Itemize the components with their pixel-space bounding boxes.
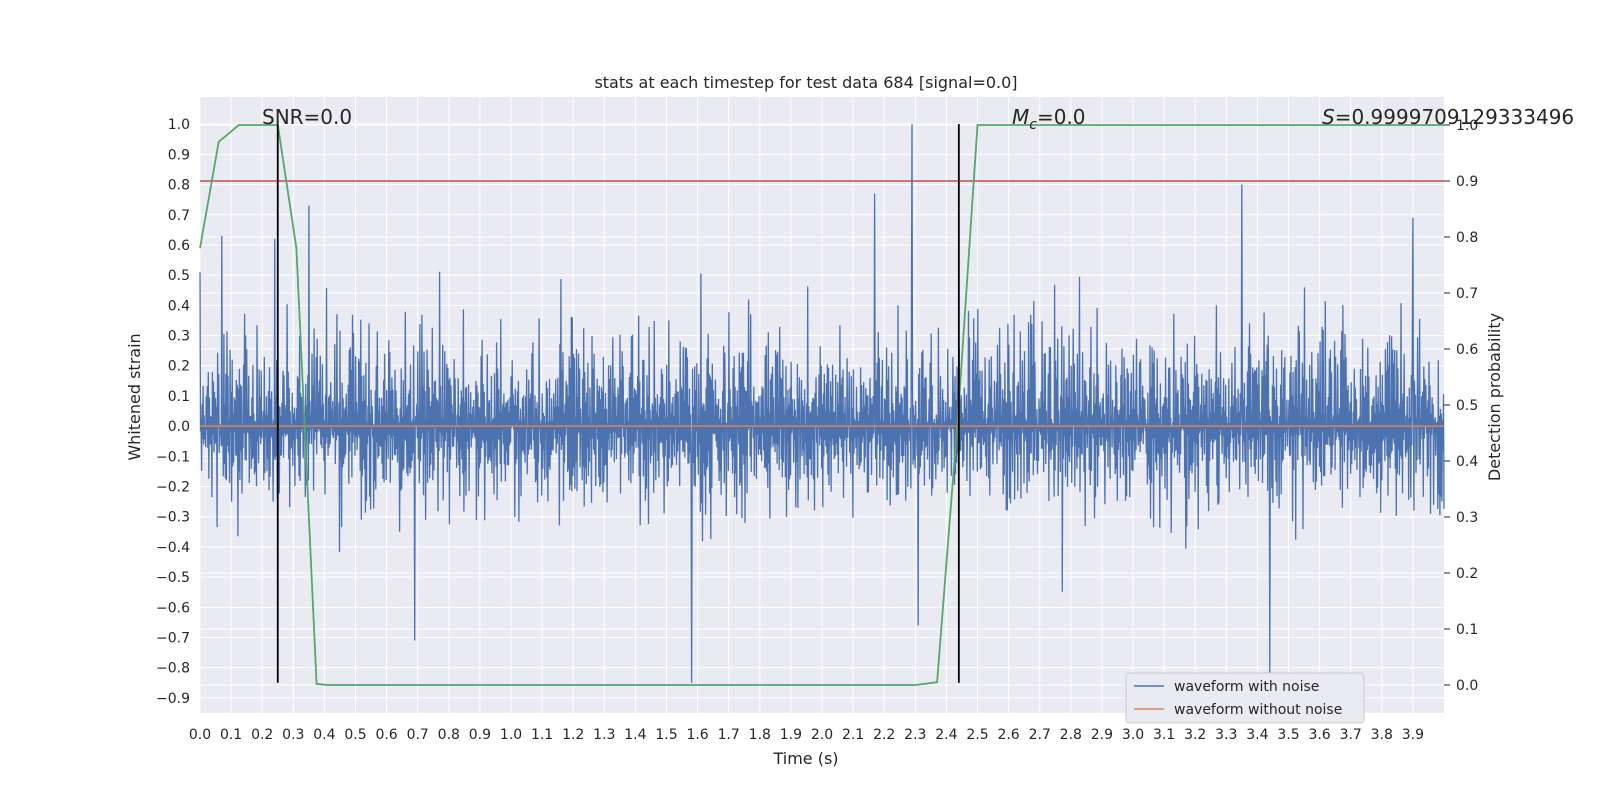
x-tick-label: 1.7 <box>718 727 740 743</box>
y2-axis-ticks: 1.0 0.9 0.8 0.7 0.6 0.5 0.4 0.3 0.2 0.1 0.0 <box>1444 118 1478 694</box>
y-tick-label: −0.7 <box>156 631 190 647</box>
y-axis-label: Whitened strain <box>125 333 144 460</box>
y-tick-label: 0.7 <box>168 208 190 224</box>
x-tick-label: 3.1 <box>1153 727 1175 743</box>
x-tick-label: 2.4 <box>935 727 957 743</box>
y-tick-label: 0.4 <box>168 298 190 314</box>
y2-tick-label: 0.8 <box>1456 230 1478 246</box>
x-tick-label: 1.8 <box>749 727 771 743</box>
y-tick-label: −0.8 <box>156 661 190 677</box>
y-tick-label: 0.8 <box>168 178 190 194</box>
y2-tick-label: 0.1 <box>1456 622 1478 638</box>
y-tick-label: 1.0 <box>168 117 190 133</box>
y-tick-label: −0.3 <box>156 510 190 526</box>
waveform-with-noise-line <box>199 124 1445 683</box>
y2-tick-label: 0.9 <box>1456 174 1478 190</box>
x-tick-label: 1.3 <box>593 727 615 743</box>
x-tick-label: 3.5 <box>1277 727 1299 743</box>
x-tick-label: 3.3 <box>1215 727 1237 743</box>
s-statistic-annotation: S=0.9999709129333496 <box>1322 105 1574 129</box>
x-tick-label: 2.1 <box>842 727 864 743</box>
x-tick-label: 1.2 <box>562 727 584 743</box>
snr-annotation: SNR=0.0 <box>262 105 352 129</box>
y2-tick-label: 0.2 <box>1456 566 1478 582</box>
x-tick-label: 0.5 <box>344 727 366 743</box>
y-tick-label: 0.3 <box>168 329 190 345</box>
x-tick-label: 2.8 <box>1060 727 1082 743</box>
x-tick-label: 0.4 <box>313 727 335 743</box>
y2-tick-label: 0.5 <box>1456 398 1478 414</box>
x-tick-label: 3.6 <box>1308 727 1330 743</box>
y2-tick-label: 0.3 <box>1456 510 1478 526</box>
y-tick-label: 0.1 <box>168 389 190 405</box>
y2-tick-label: 0.0 <box>1456 678 1478 694</box>
y-axis-ticks: 1.0 0.9 0.8 0.7 0.6 0.5 0.4 0.3 0.2 0.1 0.0 −0.1 −0.… <box>156 117 190 707</box>
x-tick-label: 0.6 <box>375 727 397 743</box>
x-tick-label: 0.3 <box>282 727 304 743</box>
x-tick-label: 1.5 <box>655 727 677 743</box>
chart-title: stats at each timestep for test data 684… <box>594 73 1017 92</box>
y2-tick-label: 1.0 <box>1456 118 1478 134</box>
x-tick-label: 2.2 <box>873 727 895 743</box>
overlay-lines <box>199 124 1444 686</box>
legend-label-noise: waveform with noise <box>1174 679 1319 695</box>
y-tick-label: 0.6 <box>168 238 190 254</box>
x-tick-label: 0.8 <box>438 727 460 743</box>
legend-label-clean: waveform without noise <box>1174 702 1342 718</box>
x-axis-label: Time (s) <box>772 749 838 768</box>
x-tick-label: 3.8 <box>1371 727 1393 743</box>
y-tick-label: −0.9 <box>156 691 190 707</box>
x-tick-label: 2.3 <box>904 727 926 743</box>
y2-tick-label: 0.7 <box>1456 286 1478 302</box>
x-tick-label: 2.0 <box>811 727 833 743</box>
x-tick-label: 2.7 <box>1029 727 1051 743</box>
y2-tick-label: 0.6 <box>1456 342 1478 358</box>
x-tick-label: 0.0 <box>189 727 211 743</box>
x-tick-label: 2.6 <box>997 727 1019 743</box>
x-tick-label: 0.7 <box>407 727 429 743</box>
y-tick-label: −0.6 <box>156 600 190 616</box>
y-tick-label: 0.5 <box>168 268 190 284</box>
x-tick-label: 3.9 <box>1402 727 1424 743</box>
x-axis-ticks: 0.0 0.1 0.2 0.3 0.4 0.5 0.6 0.7 0.8 0.9 1.0 1.1 1.2 1… <box>189 727 1424 743</box>
legend: waveform with noise waveform without noi… <box>1125 672 1365 724</box>
y-tick-label: −0.5 <box>156 570 190 586</box>
x-tick-label: 2.5 <box>966 727 988 743</box>
x-tick-label: 3.2 <box>1184 727 1206 743</box>
x-tick-label: 1.1 <box>531 727 553 743</box>
x-tick-label: 1.9 <box>780 727 802 743</box>
x-tick-label: 3.7 <box>1340 727 1362 743</box>
y-tick-label: −0.1 <box>156 449 190 465</box>
y2-axis-label: Detection probability <box>1485 313 1504 481</box>
legend-box <box>1125 672 1365 724</box>
x-tick-label: 1.0 <box>500 727 522 743</box>
x-tick-label: 3.0 <box>1122 727 1144 743</box>
x-tick-label: 3.4 <box>1246 727 1268 743</box>
detection-probability-line <box>199 124 1444 686</box>
y-tick-label: −0.2 <box>156 480 190 496</box>
waveform-with-noise-series <box>199 124 1445 683</box>
grid <box>199 97 1444 713</box>
y-tick-label: 0.2 <box>168 359 190 375</box>
y-tick-label: −0.4 <box>156 540 190 556</box>
y2-tick-label: 0.4 <box>1456 454 1478 470</box>
x-tick-label: 0.9 <box>469 727 491 743</box>
x-tick-label: 0.2 <box>251 727 273 743</box>
x-tick-label: 1.6 <box>686 727 708 743</box>
chirp-mass-annotation: Mc=0.0 <box>1012 105 1086 133</box>
y-tick-label: 0.0 <box>168 419 190 435</box>
y-tick-label: 0.9 <box>168 147 190 163</box>
x-tick-label: 2.9 <box>1091 727 1113 743</box>
x-tick-label: 1.4 <box>624 727 646 743</box>
x-tick-label: 0.1 <box>220 727 242 743</box>
